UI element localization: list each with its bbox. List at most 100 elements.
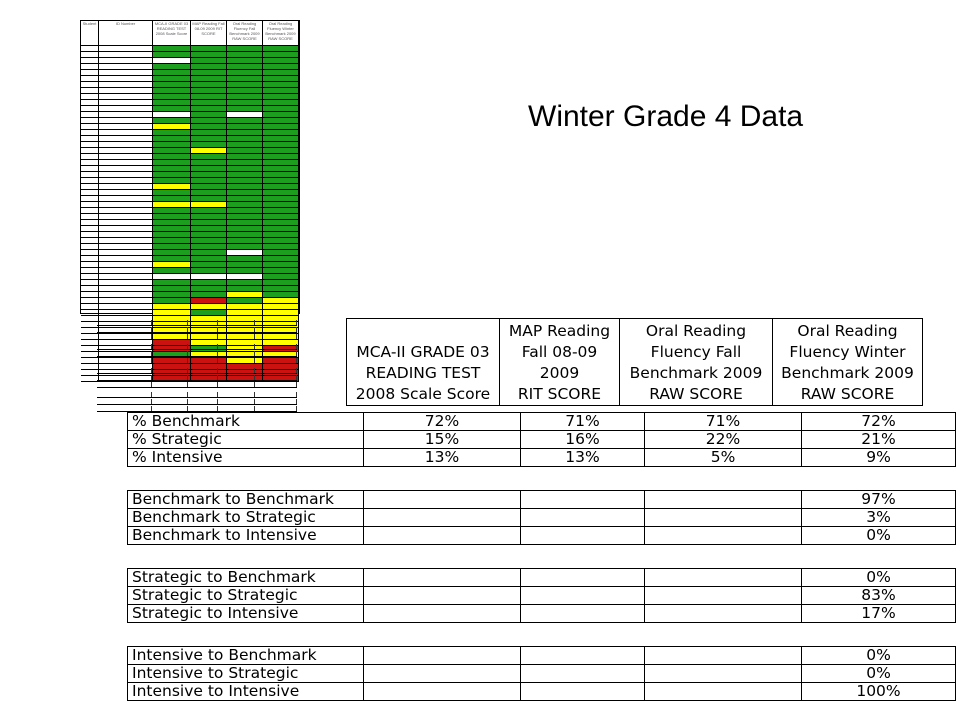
thumbnail-header-cell: MAP Reading Fall 08-09 2009 RIT SCORE	[191, 21, 227, 45]
table-cell	[520, 664, 645, 683]
thumbnail-cell	[191, 76, 227, 81]
thumbnail-cell	[153, 352, 191, 357]
thumbnail-cell	[97, 344, 152, 349]
table-cell	[363, 526, 521, 545]
thumbnail-cell	[153, 154, 191, 159]
thumbnail-cell	[263, 106, 299, 111]
thumbnail-cell	[153, 160, 191, 165]
thumbnail-cell	[99, 274, 153, 279]
thumbnail-cell	[191, 82, 227, 87]
thumbnail-cell	[255, 399, 297, 404]
thumbnail-cell	[191, 190, 227, 195]
thumbnail-cell	[263, 262, 299, 267]
column-header-map: MAP Reading Fall 08-09 2009 RIT SCORE	[499, 318, 620, 406]
thumbnail-summary-row	[97, 392, 297, 398]
thumbnail-cell	[81, 112, 99, 117]
table-cell	[644, 568, 802, 587]
thumbnail-cell	[81, 160, 99, 165]
thumbnail-cell	[81, 280, 99, 285]
thumbnail-cell	[263, 244, 299, 249]
table-cell	[644, 646, 802, 665]
row-label: Intensive to Intensive	[127, 682, 364, 701]
thumbnail-cell	[227, 100, 263, 105]
thumbnail-cell	[227, 52, 263, 57]
thumbnail-cell	[153, 202, 191, 207]
thumbnail-cell	[191, 322, 227, 327]
thumbnail-cell	[99, 220, 153, 225]
thumbnail-row	[81, 160, 299, 166]
thumbnail-cell	[263, 58, 299, 63]
thumbnail-header-cell: Student	[81, 21, 99, 45]
thumbnail-cell	[99, 328, 153, 333]
row-label: % Benchmark	[127, 412, 364, 431]
thumbnail-cell	[81, 292, 99, 297]
spreadsheet-thumbnail: Student ID Number MCA-II GRADE 03 READING …	[80, 20, 300, 382]
thumbnail-cell	[191, 154, 227, 159]
thumbnail-header-cell: ID Number	[99, 21, 153, 45]
thumbnail-cell	[99, 64, 153, 69]
thumbnail-cell	[263, 316, 299, 321]
thumbnail-cell	[153, 136, 191, 141]
thumbnail-cell	[191, 148, 227, 153]
thumbnail-cell	[81, 166, 99, 171]
table-row: Strategic to Intensive 17%	[127, 604, 956, 623]
thumbnail-cell	[255, 327, 297, 332]
thumbnail-cell	[191, 70, 227, 75]
thumbnail-row	[81, 124, 299, 130]
thumbnail-cell	[99, 370, 153, 375]
table-cell	[644, 490, 802, 509]
thumbnail-cell	[227, 172, 263, 177]
row-label: % Intensive	[127, 448, 364, 467]
thumbnail-cell	[227, 106, 263, 111]
table-row: Strategic to Benchmark 0%	[127, 568, 956, 587]
thumbnail-cell	[153, 82, 191, 87]
thumbnail-cell	[153, 334, 191, 339]
thumbnail-cell	[153, 304, 191, 309]
thumbnail-cell	[99, 184, 153, 189]
thumbnail-cell	[81, 310, 99, 315]
thumbnail-row	[81, 142, 299, 148]
thumbnail-cell	[81, 118, 99, 123]
thumbnail-cell	[99, 304, 153, 309]
table-row: % Intensive 13% 13% 5% 9%	[127, 448, 956, 467]
thumbnail-row	[81, 100, 299, 106]
thumbnail-cell	[227, 322, 263, 327]
thumbnail-cell	[218, 382, 255, 387]
thumbnail-cell	[188, 382, 218, 387]
thumbnail-cell	[191, 346, 227, 351]
thumbnail-cell	[152, 392, 188, 397]
thumbnail-cell	[153, 328, 191, 333]
thumbnail-cell	[227, 124, 263, 129]
thumbnail-cell	[81, 256, 99, 261]
thumbnail-cell	[97, 406, 152, 411]
thumbnail-cell	[218, 344, 255, 349]
thumbnail-cell	[99, 124, 153, 129]
thumbnail-row	[81, 220, 299, 226]
thumbnail-cell	[191, 166, 227, 171]
thumbnail-cell	[99, 376, 153, 381]
thumbnail-cell	[227, 286, 263, 291]
thumbnail-cell	[99, 166, 153, 171]
thumbnail-cell	[191, 358, 227, 363]
thumbnail-cell	[152, 382, 188, 387]
thumbnail-cell	[191, 310, 227, 315]
thumbnail-cell	[191, 184, 227, 189]
thumbnail-cell	[191, 376, 227, 381]
thumbnail-cell	[263, 118, 299, 123]
thumbnail-cell	[81, 64, 99, 69]
thumbnail-row	[81, 328, 299, 334]
thumbnail-cell	[81, 124, 99, 129]
thumbnail-cell	[227, 130, 263, 135]
thumbnail-cell	[81, 376, 99, 381]
thumbnail-cell	[97, 375, 152, 380]
thumbnail-cell	[81, 190, 99, 195]
thumbnail-cell	[263, 226, 299, 231]
thumbnail-cell	[227, 202, 263, 207]
thumbnail-row	[81, 322, 299, 328]
table-cell	[363, 646, 521, 665]
thumbnail-cell	[99, 94, 153, 99]
table-cell: 97%	[801, 490, 956, 509]
thumbnail-cell	[263, 214, 299, 219]
thumbnail-cell	[227, 64, 263, 69]
table-cell: 13%	[520, 448, 645, 467]
